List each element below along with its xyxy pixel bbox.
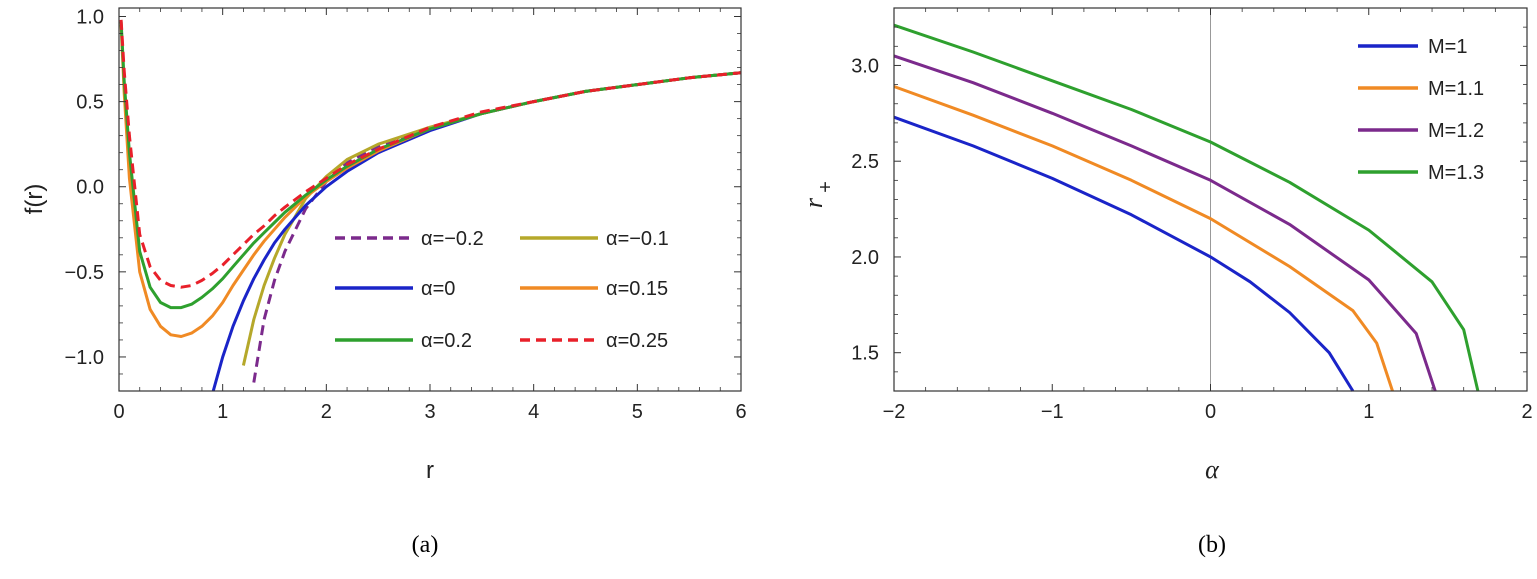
series-line-b-m1p3	[893, 23, 1480, 392]
chart-b-xlabel: α	[1205, 455, 1220, 484]
y-tick-label: 2.5	[851, 151, 879, 173]
legend-label-a-m0p2: α=−0.2	[421, 228, 484, 250]
y-tick-label: 1.0	[76, 7, 104, 29]
x-tick-label: 0	[113, 401, 124, 423]
legend-label-b-m1: M=1	[1428, 36, 1467, 58]
legend-label-a-0p25: α=0.25	[606, 330, 668, 352]
caption-a: (a)	[412, 532, 439, 558]
chart-b-ylabel: r +	[799, 181, 837, 208]
x-tick-label: −1	[1041, 401, 1064, 423]
chart-a-legend: α=−0.2 α=−0.1 α=0 α=0.15 α=0.2 α=0.25	[335, 228, 669, 352]
legend-label-b-m1p3: M=1.3	[1428, 162, 1484, 184]
series-line-b-m1p1	[893, 85, 1394, 392]
y-tick-label: 3.0	[851, 55, 879, 77]
legend-label-a-0: α=0	[421, 278, 455, 300]
y-tick-label: 1.5	[851, 343, 879, 365]
chart-a: 0 1 2 3 4 5 61.00.50.0−0.5−1.0 r f(r) α=−0.2 α=…	[21, 7, 747, 558]
x-tick-label: 3	[424, 401, 435, 423]
chart-b-legend: M=1 M=1.1 M=1.2 M=1.3	[1358, 36, 1484, 184]
chart-b-ylabel-sub: +	[815, 181, 837, 193]
series-line-b-m1p2	[893, 54, 1437, 392]
legend-label-b-m1p2: M=1.2	[1428, 120, 1484, 142]
y-tick-label: 2.0	[851, 247, 879, 269]
series-line-a-0p25	[119, 19, 741, 289]
caption-b: (b)	[1198, 532, 1226, 558]
series-line-b-m1	[893, 115, 1355, 392]
x-tick-label: 1	[217, 401, 228, 423]
y-tick-label: 0.5	[76, 92, 104, 114]
chart-a-ylabel: f(r)	[21, 184, 48, 215]
x-tick-label: 4	[528, 401, 539, 423]
x-tick-label: −2	[883, 401, 906, 423]
chart-b-series	[893, 23, 1480, 392]
chart-a-xlabel: r	[426, 457, 434, 484]
series-line-a-0p2	[119, 21, 741, 310]
legend-label-a-m0p1: α=−0.1	[606, 228, 669, 250]
x-tick-label: 2	[1521, 401, 1532, 423]
legend-label-a-0p2: α=0.2	[421, 330, 472, 352]
series-line-a-m0p1	[241, 71, 741, 366]
x-tick-label: 2	[321, 401, 332, 423]
y-tick-label: −1.0	[65, 347, 104, 369]
chart-b: −2 −1 0 1 23.02.52.01.5 α r + M=1M=1.1M=1.2M…	[799, 7, 1533, 558]
chart-a-series	[119, 19, 741, 391]
chart-b-ylabel-main: r	[799, 197, 828, 208]
x-tick-label: 0	[1205, 401, 1216, 423]
x-tick-label: 1	[1363, 401, 1374, 423]
y-tick-label: 0.0	[76, 177, 104, 199]
y-tick-label: −0.5	[65, 262, 104, 284]
legend-label-a-0p15: α=0.15	[606, 278, 668, 300]
x-tick-label: 6	[735, 401, 746, 423]
legend-label-b-m1p1: M=1.1	[1428, 78, 1484, 100]
x-tick-label: 5	[632, 401, 643, 423]
